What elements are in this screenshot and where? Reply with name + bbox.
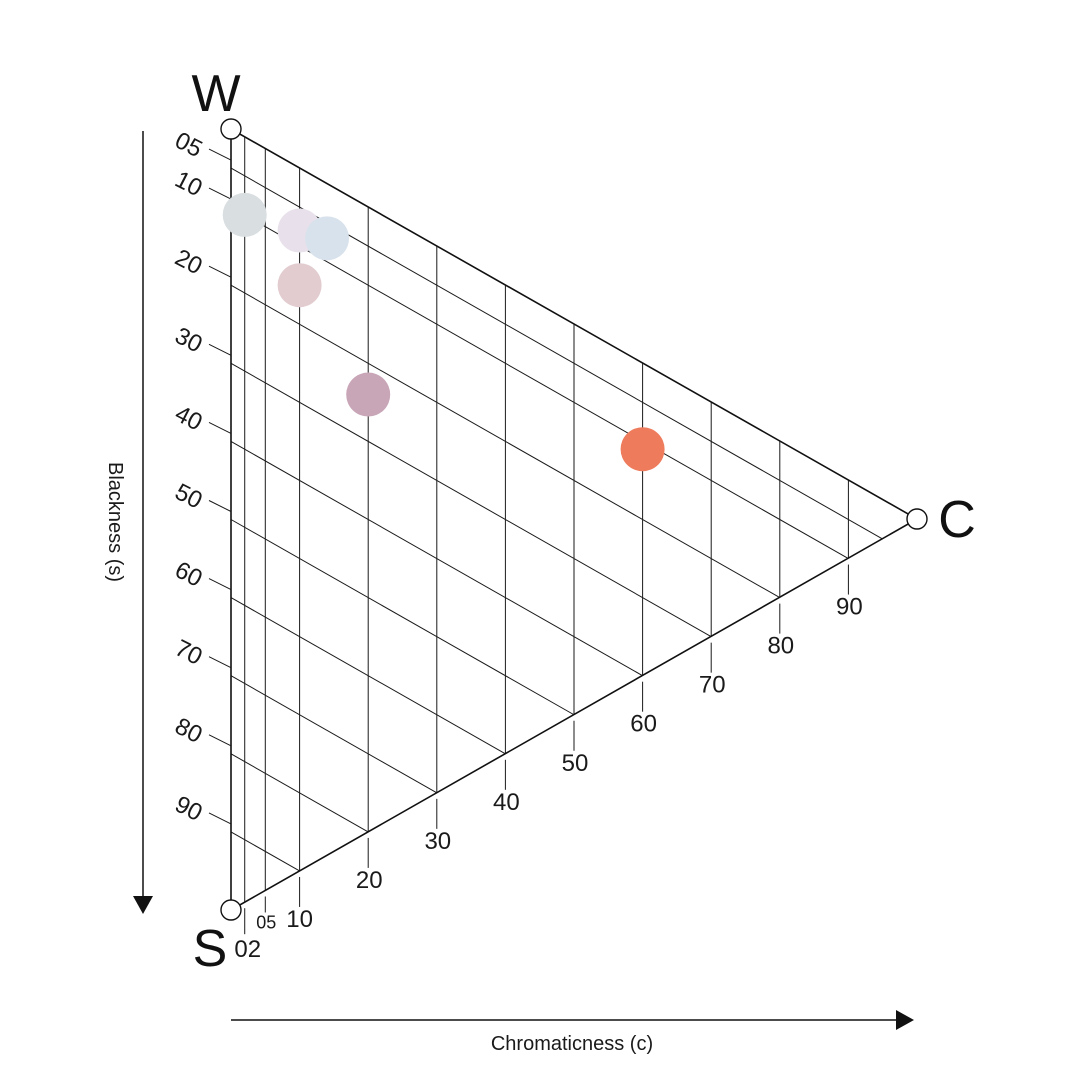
blackness-tick-60 <box>208 578 232 591</box>
corner-label-w: W <box>191 65 240 123</box>
blackness-tick-10 <box>208 187 232 200</box>
blackness-axis-arrowhead <box>133 896 153 914</box>
blackness-tick-label: 50 <box>170 478 206 514</box>
blackness-grid-line-10 <box>230 206 849 559</box>
blackness-tick-label: 20 <box>170 244 206 280</box>
blackness-tick-50 <box>208 500 232 512</box>
chromaticness-axis-title: Chromaticness (c) <box>491 1033 653 1055</box>
chromaticness-tick-label: 10 <box>286 906 313 933</box>
chromaticness-tick-label: 80 <box>767 633 794 660</box>
chromaticness-tick-label: 60 <box>630 711 657 738</box>
blackness-tick-20 <box>208 265 232 278</box>
blackness-tick-80 <box>208 734 232 747</box>
chromaticness-axis-arrowhead <box>896 1010 914 1030</box>
vertex-s-marker <box>220 899 242 921</box>
chromaticness-tick-label: 02 <box>234 936 261 963</box>
blackness-tick-label: 10 <box>170 166 206 202</box>
blackness-grid-line-90 <box>230 831 300 872</box>
blackness-grid-line-70 <box>230 675 438 794</box>
chromaticness-tick-label: 20 <box>356 867 383 894</box>
blackness-grid-line-20 <box>230 284 781 599</box>
blackness-tick-label: 90 <box>170 791 206 827</box>
corner-label-s: S <box>193 920 228 978</box>
blackness-tick-label: 30 <box>170 322 206 358</box>
color-sample-pale-blue <box>305 216 350 261</box>
blackness-tick-label: 80 <box>170 713 206 749</box>
chromaticness-tick-labels: 02 05 10 20 30 40 50 60 70 80 90 <box>234 594 862 964</box>
blackness-tick-40 <box>208 421 232 434</box>
chromaticness-tick-label: 40 <box>493 789 520 816</box>
blackness-grid-line-60 <box>230 597 506 755</box>
blackness-axis-title: Blackness (s) <box>104 462 126 582</box>
color-sample-pale-pink <box>277 263 322 308</box>
blackness-tick-90 <box>208 812 232 825</box>
color-samples <box>222 192 665 472</box>
vertex-w-marker <box>220 118 242 140</box>
color-sample-coral <box>620 427 665 472</box>
blackness-tick-30 <box>208 343 232 356</box>
blackness-tick-label: 60 <box>170 556 206 592</box>
triangle-outline <box>230 127 919 912</box>
chromaticness-tick-label: 50 <box>562 750 589 777</box>
blackness-tick-05 <box>208 148 232 161</box>
vertex-c-marker <box>906 508 928 530</box>
chromaticness-tick-label: 90 <box>836 594 863 621</box>
chromaticness-tick-label: 30 <box>424 828 451 855</box>
blackness-tick-label: 05 <box>170 127 206 163</box>
blackness-tick-label: 70 <box>170 635 206 671</box>
blackness-grid-line-50 <box>230 519 575 716</box>
blackness-grid-line-40 <box>230 440 643 677</box>
tick-marks <box>208 148 849 935</box>
blackness-grid-line-30 <box>230 362 712 638</box>
chromaticness-tick-label: 05 <box>256 912 276 932</box>
color-sample-mauve <box>346 372 391 417</box>
blackness-grid-line-80 <box>230 753 369 833</box>
chromaticness-tick-label: 70 <box>699 672 726 699</box>
corner-label-c: C <box>938 491 976 549</box>
blackness-tick-label: 40 <box>170 400 206 436</box>
blackness-tick-70 <box>208 656 232 669</box>
color-sample-light-gray <box>222 192 267 237</box>
